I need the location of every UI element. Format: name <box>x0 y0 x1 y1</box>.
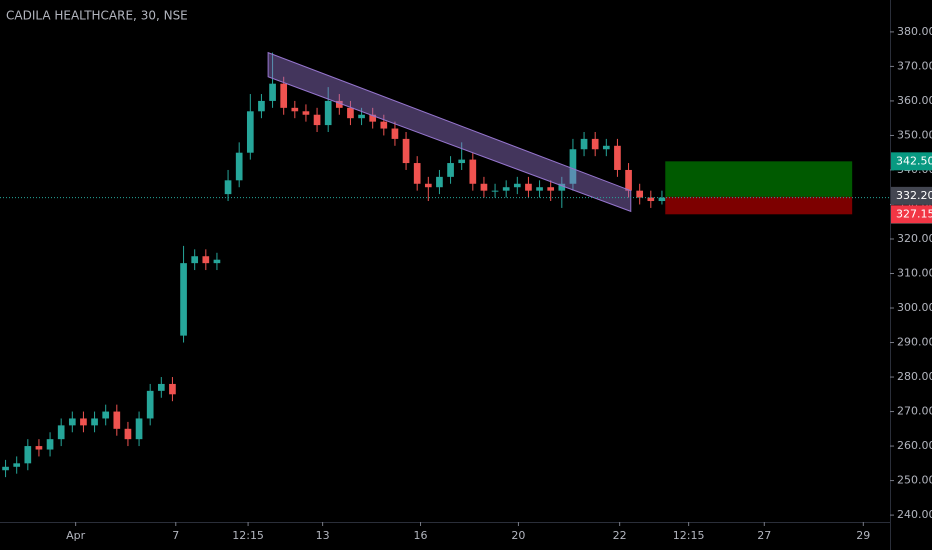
candle-body <box>469 159 477 184</box>
loss-zone <box>665 196 853 215</box>
candle-body <box>491 190 499 192</box>
candle-body <box>80 418 87 426</box>
x-tick-label: 12:15 <box>232 529 264 542</box>
y-tick-label: 280.00 <box>897 370 932 383</box>
candle-body <box>213 259 221 264</box>
x-tick-label: 20 <box>511 529 525 542</box>
candle-body <box>347 107 354 119</box>
candle-body <box>146 390 154 419</box>
candle-body <box>157 383 165 391</box>
candle-body <box>313 114 321 126</box>
candle-body <box>614 145 621 170</box>
candle-body <box>57 425 65 440</box>
candle-body <box>380 121 388 129</box>
y-tick-label: 260.00 <box>897 439 932 452</box>
chart-title: CADILA HEALTHCARE, 30, NSE <box>6 9 188 23</box>
candle-body <box>68 418 76 426</box>
channel <box>267 51 632 213</box>
candle-body <box>536 187 543 191</box>
candle-body <box>502 187 510 191</box>
candle-body <box>424 183 432 188</box>
profit-zone <box>665 161 853 197</box>
x-tick-label: 29 <box>856 529 870 542</box>
y-tick-label: 240.00 <box>897 508 932 521</box>
candle-body <box>335 100 343 108</box>
price-tag <box>891 186 932 205</box>
candle-body <box>413 163 421 184</box>
candle-body <box>169 383 176 395</box>
y-tick-label: 370.00 <box>897 59 932 72</box>
y-tick-label: 320.00 <box>897 232 932 245</box>
candle-body <box>513 183 521 188</box>
candle-body <box>636 190 644 198</box>
price-tag-label: 327.15 <box>896 207 932 220</box>
candle-body <box>135 418 143 440</box>
candle-body <box>602 145 610 150</box>
candle-body <box>358 114 365 119</box>
candle-body <box>269 83 276 101</box>
candle-body <box>625 169 632 191</box>
candle-body <box>402 138 410 164</box>
candle-body <box>647 197 655 202</box>
price-tag <box>891 152 932 171</box>
candle-body <box>580 138 588 150</box>
candle-body <box>124 428 132 440</box>
candle-body <box>525 183 532 191</box>
candle-body <box>113 411 121 429</box>
candle-body <box>258 100 265 112</box>
y-tick-label: 310.00 <box>897 267 932 280</box>
price-tag-label: 342.50 <box>896 154 932 167</box>
candle-body <box>569 149 577 184</box>
y-tick-label: 350.00 <box>897 128 932 141</box>
candle-body <box>447 163 454 177</box>
candle-body <box>24 446 32 464</box>
candle-body <box>369 114 377 122</box>
x-tick-label: 27 <box>757 529 771 542</box>
price-tag <box>891 205 932 224</box>
candle-body <box>191 256 199 264</box>
x-tick-label: 12:15 <box>673 529 705 542</box>
candle-body <box>224 180 232 195</box>
candle-body <box>280 83 288 108</box>
x-tick-label: Apr <box>66 529 86 542</box>
candle-body <box>235 152 243 181</box>
x-tick-label: 7 <box>172 529 179 542</box>
x-tick-label: 16 <box>414 529 428 542</box>
candle-body <box>302 111 310 115</box>
candle-body <box>2 466 9 471</box>
candle-body <box>658 197 666 202</box>
candle-body <box>13 463 21 467</box>
candle-body <box>591 138 599 150</box>
x-tick-label: 22 <box>613 529 627 542</box>
candle-body <box>291 107 299 112</box>
candle-body <box>458 159 466 164</box>
candle-body <box>202 256 210 264</box>
candle-body <box>102 411 110 419</box>
price-tag-label: 332.20 <box>896 189 932 202</box>
candle-body <box>246 111 254 153</box>
candle-body <box>436 176 443 188</box>
y-tick-label: 270.00 <box>897 405 932 418</box>
candle-body <box>547 187 555 191</box>
candle-body <box>558 183 566 191</box>
candle-body <box>46 439 54 450</box>
y-tick-label: 380.00 <box>897 25 932 38</box>
y-tick-label: 290.00 <box>897 336 932 349</box>
y-tick-label: 250.00 <box>897 474 932 487</box>
candle-body <box>91 418 98 426</box>
candle-body <box>324 100 332 126</box>
x-tick-label: 13 <box>316 529 330 542</box>
candle-body <box>391 128 399 139</box>
candle-body <box>480 183 488 191</box>
y-tick-label: 300.00 <box>897 301 932 314</box>
y-tick-label: 360.00 <box>897 94 932 107</box>
candle-body <box>180 263 187 336</box>
candle-body <box>35 446 43 450</box>
